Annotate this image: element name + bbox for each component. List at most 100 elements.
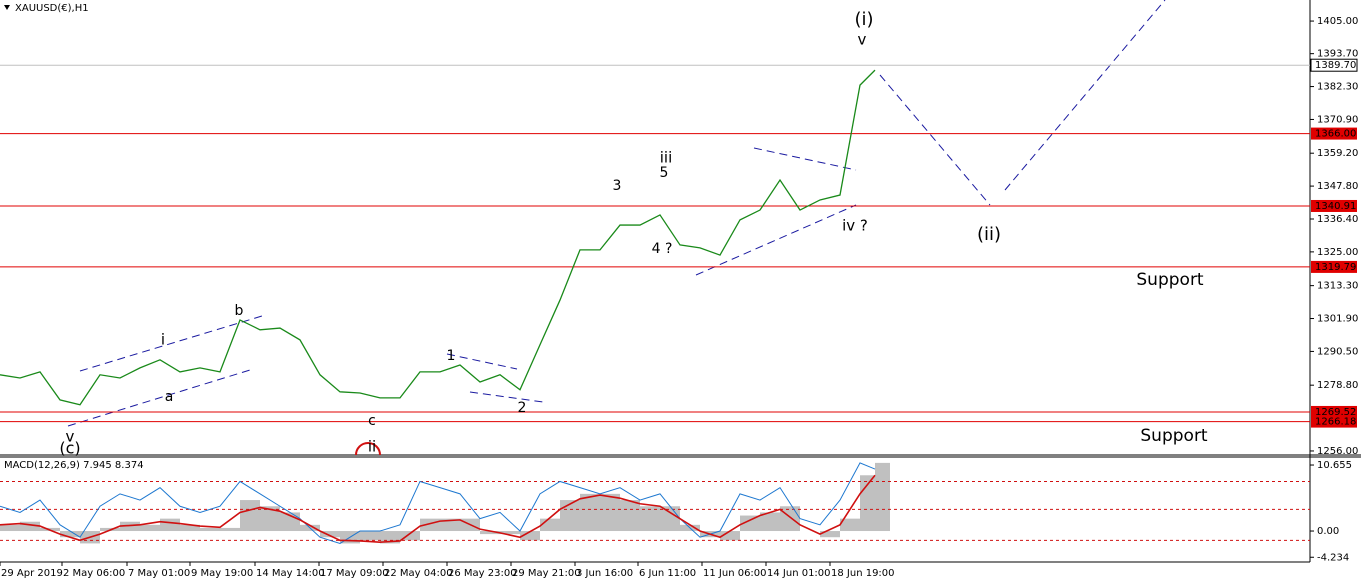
x-tick-label: 11 Jun 06:00: [703, 568, 767, 579]
signal-line: [0, 474, 876, 543]
x-tick-label: 29 Apr 2019: [1, 568, 63, 579]
histogram-bar: [760, 512, 780, 532]
histogram-bar: [240, 500, 260, 532]
wave-label: i: [161, 331, 165, 349]
histogram-bar: [60, 531, 80, 538]
y-tick-label: 1347.80: [1317, 181, 1358, 192]
level-label-box: [1311, 415, 1357, 428]
histogram-bar: [120, 521, 140, 532]
histogram-bar: [180, 524, 200, 532]
wave-label: iii: [660, 149, 673, 167]
wave-label: b: [235, 303, 244, 319]
histogram-bar: [560, 500, 580, 532]
wave-label: Support: [1140, 426, 1208, 446]
histogram-bar: [0, 524, 20, 532]
wave-label: 4 ?: [652, 241, 673, 257]
histogram-bar: [220, 527, 240, 532]
y-tick-label: 1290.50: [1317, 346, 1358, 357]
level-label: 1319.79: [1315, 262, 1356, 273]
y-tick-label: 10.655: [1317, 460, 1352, 471]
level-label-box: [1311, 405, 1357, 418]
y-tick-label: 1313.30: [1317, 281, 1358, 292]
y-tick-label: 1336.40: [1317, 214, 1358, 225]
level-label: 1340.91: [1315, 201, 1356, 212]
y-tick-label: 1382.30: [1317, 82, 1358, 93]
x-tick-label: 18 Jun 19:00: [831, 568, 895, 579]
wave-label: v: [66, 428, 75, 446]
histogram-bar: [140, 524, 160, 532]
histogram-bar: [780, 506, 800, 532]
histogram-bar: [20, 521, 40, 532]
histogram-bar: [360, 531, 380, 541]
wave-label: (c): [59, 439, 80, 458]
x-tick-label: 17 May 09:00: [320, 568, 389, 579]
wave-label: (ii): [977, 224, 1001, 245]
histogram-bar: [875, 462, 890, 532]
y-tick-label: 1278.80: [1317, 380, 1358, 391]
wave-label: a: [165, 389, 174, 405]
y-tick-label: 1325.00: [1317, 247, 1358, 258]
wave-label: c: [368, 413, 376, 429]
y-tick-label: 1405.00: [1317, 16, 1358, 27]
wave-label: 5: [660, 165, 669, 181]
level-label: 1269.52: [1315, 407, 1356, 418]
x-tick-label: 26 May 23:00: [448, 568, 517, 579]
histogram-bar: [160, 518, 180, 532]
y-tick-label: 1359.20: [1317, 148, 1358, 159]
histogram-bar: [820, 531, 840, 538]
x-tick-label: 22 May 04:00: [384, 568, 453, 579]
price-line: [0, 69, 876, 406]
level-label-box: [1310, 58, 1358, 72]
x-tick-label: 14 Jun 01:00: [767, 568, 831, 579]
trend-lines: [67, 0, 1166, 427]
x-tick-label: 2 May 06:00: [63, 568, 125, 579]
histogram-bar: [500, 531, 520, 535]
histogram-bar: [520, 531, 540, 541]
y-tick-label: 1301.90: [1317, 314, 1358, 325]
x-tick-label: 29 May 21:00: [512, 568, 581, 579]
wave-circle: [355, 442, 381, 456]
histogram-bar: [400, 531, 420, 541]
wave-label: 1: [447, 348, 456, 364]
menu-arrow: [4, 5, 10, 10]
level-label-box: [1311, 199, 1357, 212]
wave-label: ii: [368, 438, 376, 456]
wave-label: (i): [854, 9, 873, 30]
histogram-bar: [720, 531, 740, 541]
y-tick-label: 1370.90: [1317, 114, 1358, 125]
x-tick-label: 7 May 01:00: [128, 568, 190, 579]
wave-label: 3: [613, 178, 622, 194]
histogram-bar: [320, 531, 340, 538]
wave-label: Support: [1136, 270, 1204, 290]
wave-label: v: [858, 31, 867, 49]
wave-label: 2: [518, 400, 527, 416]
histogram-bar: [440, 518, 460, 532]
macd-title: MACD(12,26,9) 7.945 8.374: [4, 460, 144, 471]
histogram-bar: [600, 493, 620, 532]
histogram-bar: [580, 493, 600, 532]
y-tick-label: 1393.70: [1317, 49, 1358, 60]
level-label-box: [1311, 260, 1357, 273]
level-label: 1266.18: [1315, 417, 1356, 428]
y-tick-label: -4.234: [1317, 552, 1349, 563]
level-label-box: [1311, 127, 1357, 140]
histogram-bar: [540, 518, 560, 532]
x-tick-label: 6 Jun 11:00: [639, 568, 696, 579]
y-tick-label: 1256.00: [1317, 446, 1358, 457]
x-tick-label: 14 May 14:00: [256, 568, 325, 579]
histogram-bar: [620, 500, 640, 532]
level-label: 1389.70: [1315, 60, 1356, 71]
histogram-bar: [200, 527, 220, 532]
level-label: 1366.00: [1315, 129, 1356, 140]
histogram-bar: [480, 531, 500, 535]
chart-title: XAUUSD(€),H1: [15, 3, 89, 14]
histogram-bar: [640, 506, 660, 532]
x-tick-label: 3 Jun 16:00: [576, 568, 633, 579]
histogram-bar: [660, 506, 680, 532]
histogram-bar: [260, 506, 280, 532]
wave-label: iv ?: [842, 217, 868, 235]
histogram-bar: [840, 518, 860, 532]
y-tick-label: 0.00: [1317, 526, 1339, 537]
